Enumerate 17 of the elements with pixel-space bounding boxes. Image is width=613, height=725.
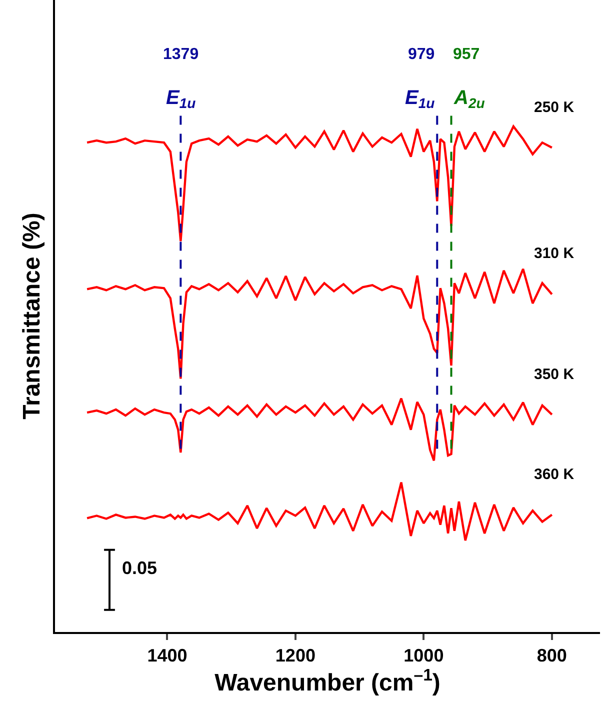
text: E$_{1u}$ bbox=[405, 87, 436, 112]
ref-line-label: 979 bbox=[408, 46, 435, 63]
x-tick-label: 800 bbox=[536, 646, 567, 666]
series-label: 360 K bbox=[534, 466, 574, 483]
annotation: 0.05 bbox=[122, 558, 158, 578]
ref-line-label: 1379 bbox=[163, 46, 199, 63]
x-tick-label: 1400 bbox=[147, 646, 188, 666]
x-tick-label: 1200 bbox=[275, 646, 316, 666]
text: A$_{2u}$ bbox=[453, 87, 486, 112]
text: E$_{1u}$ bbox=[166, 87, 196, 112]
y-axis-title: Transmittance (%) bbox=[18, 212, 46, 420]
x-tick-label: 1000 bbox=[404, 646, 444, 666]
series-label: 350 K bbox=[534, 366, 574, 383]
series-label: 250 K bbox=[534, 99, 574, 116]
series-label: 310 K bbox=[534, 245, 574, 262]
x-axis-title: Wavenumber (cm$^{–1}$) bbox=[214, 666, 440, 697]
ref-line-label: 957 bbox=[453, 46, 480, 63]
